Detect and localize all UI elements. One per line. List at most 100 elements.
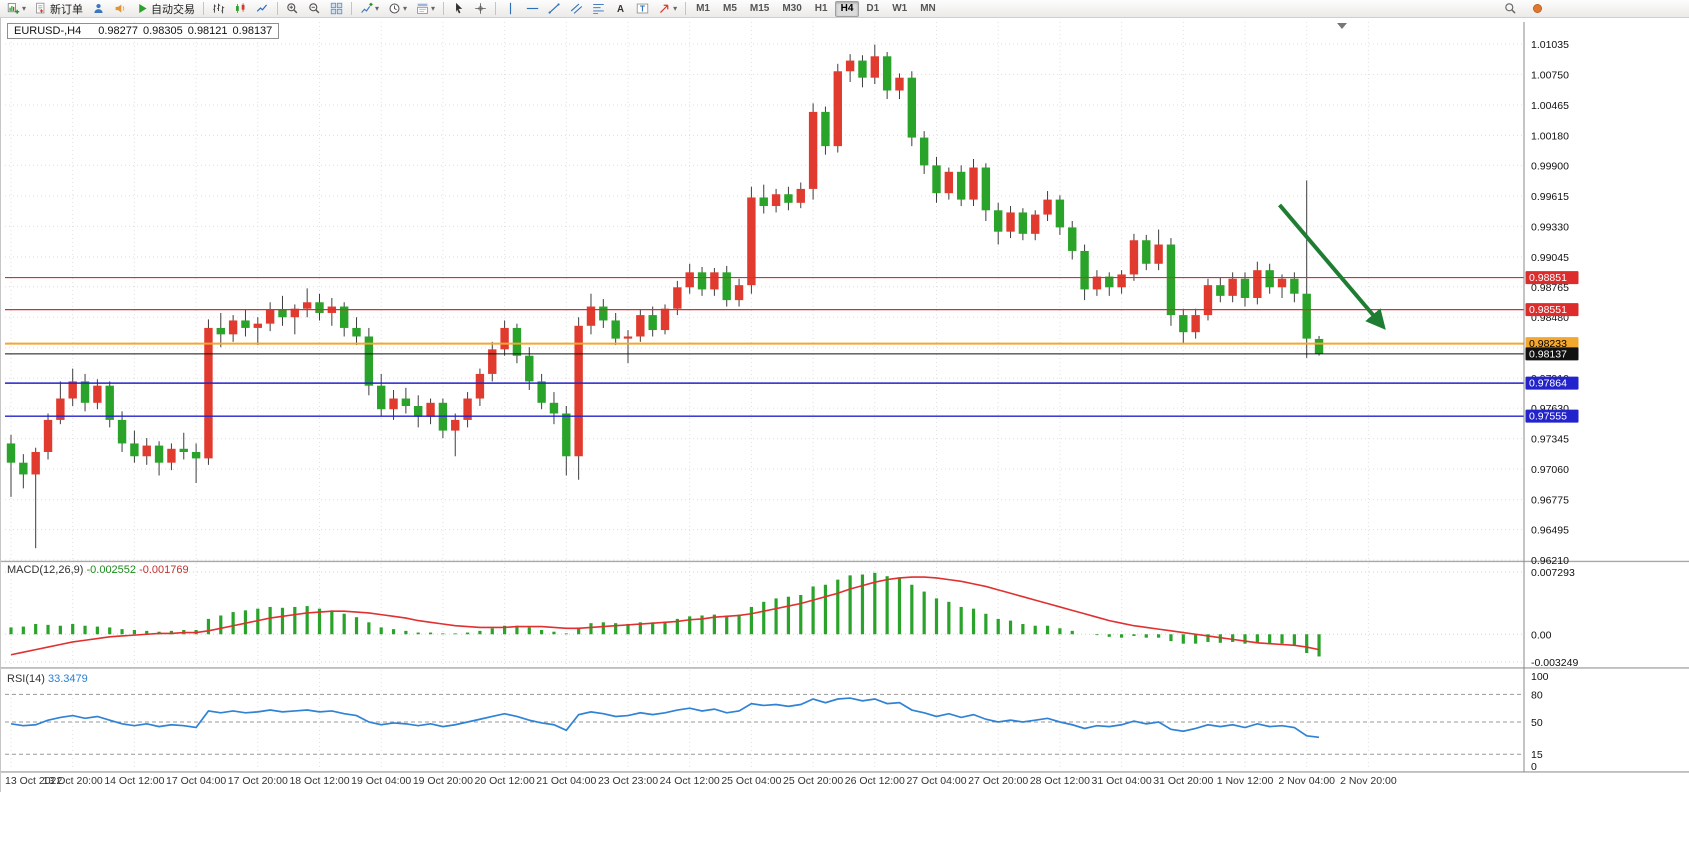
new-order-icon <box>35 2 48 15</box>
zoom-in-icon <box>286 2 299 15</box>
toolbar-separator <box>443 2 445 15</box>
svg-text:26 Oct 12:00: 26 Oct 12:00 <box>845 775 905 787</box>
hline-icon <box>526 2 539 15</box>
svg-text:18 Oct 12:00: 18 Oct 12:00 <box>289 775 349 787</box>
svg-text:0.98765: 0.98765 <box>1531 282 1569 294</box>
text-label-icon: T <box>636 2 649 15</box>
svg-text:0.00: 0.00 <box>1531 629 1552 641</box>
support-resistance-lines[interactable] <box>5 276 1524 417</box>
timeframe-d1-button[interactable]: D1 <box>866 2 880 14</box>
macd-main-value: -0.002552 <box>86 564 137 576</box>
svg-text:0.007293: 0.007293 <box>1531 567 1575 579</box>
candle-chart-button[interactable] <box>230 0 251 18</box>
svg-text:27 Oct 04:00: 27 Oct 04:00 <box>906 775 966 787</box>
svg-text:2 Nov 04:00: 2 Nov 04:00 <box>1278 775 1335 787</box>
horizontal-line-button[interactable] <box>522 0 543 18</box>
price-tag-0.98851: 0.98851 <box>1525 271 1579 285</box>
timeframe-mn-button[interactable]: MN <box>920 2 936 14</box>
svg-text:1.00180: 1.00180 <box>1531 130 1569 142</box>
svg-text:25 Oct 20:00: 25 Oct 20:00 <box>783 775 843 787</box>
svg-text:24 Oct 12:00: 24 Oct 12:00 <box>660 775 720 787</box>
top-toolbar: ▾ 新订单 自动交易 ▾ ▾ ▾ A T ▾ M1 M5 M15 M30 H1 H4 D1 W1 MN <box>0 0 1689 18</box>
timeframe-m30-button[interactable]: M30 <box>782 2 802 14</box>
svg-text:80: 80 <box>1531 689 1543 701</box>
symbol-period-label: EURUSD-,H4 <box>14 25 82 37</box>
text-a-icon: A <box>614 2 627 15</box>
svg-text:14 Oct 12:00: 14 Oct 12:00 <box>104 775 164 787</box>
line-chart-button[interactable] <box>252 0 273 18</box>
timeframe-h4-button[interactable]: H4 <box>834 0 860 17</box>
price-scale[interactable]: 1.01035 1.00750 1.00465 1.00180 0.99900 0.996… <box>1525 39 1579 773</box>
rsi-indicator <box>5 693 1524 755</box>
svg-text:27 Oct 20:00: 27 Oct 20:00 <box>968 775 1028 787</box>
svg-text:0.97345: 0.97345 <box>1531 434 1569 446</box>
timeframe-m5-button[interactable]: M5 <box>722 2 737 14</box>
new-chart-button[interactable]: ▾ <box>3 0 30 18</box>
profile-icon <box>92 2 105 15</box>
crosshair-button[interactable] <box>470 0 491 18</box>
zoom-in-button[interactable] <box>282 0 303 18</box>
new-chart-icon <box>7 2 20 15</box>
search-button[interactable] <box>1500 0 1521 18</box>
svg-text:1.00750: 1.00750 <box>1531 69 1569 81</box>
new-order-button[interactable]: 新订单 <box>31 0 87 18</box>
pane-separators[interactable] <box>1 22 1689 774</box>
ohlc-low: 0.98121 <box>187 25 228 37</box>
sound-alerts-button[interactable] <box>110 0 131 18</box>
timeframe-m15-button[interactable]: M15 <box>749 2 770 14</box>
search-icon <box>1504 2 1517 15</box>
chart-shift-marker[interactable] <box>1337 23 1347 29</box>
candles-icon <box>234 2 247 15</box>
toolbar-separator <box>685 2 687 15</box>
rsi-label: RSI(14) 33.3479 <box>7 673 88 685</box>
tile-windows-button[interactable] <box>326 0 347 18</box>
periods-button[interactable]: ▾ <box>384 0 411 18</box>
timeframe-h1-button[interactable]: H1 <box>814 2 828 14</box>
profile-button[interactable] <box>88 0 109 18</box>
macd-indicator <box>5 571 1524 663</box>
text-label-button[interactable]: T <box>632 0 653 18</box>
arrows-icon <box>658 2 671 15</box>
timeframe-w1-button[interactable]: W1 <box>892 2 908 14</box>
caret-down-icon: ▾ <box>22 3 27 13</box>
indicators-button[interactable]: ▾ <box>356 0 383 18</box>
svg-text:0.99615: 0.99615 <box>1531 191 1569 203</box>
ohlc-close: 0.98137 <box>232 25 273 37</box>
template-icon <box>416 2 429 15</box>
trendline-button[interactable] <box>544 0 565 18</box>
trend-arrow[interactable] <box>1278 203 1386 330</box>
chart-window: 1.01035 1.00750 1.00465 1.00180 0.99900 0.996… <box>0 18 1689 792</box>
caret-down-icon: ▾ <box>431 3 436 13</box>
svg-text:25 Oct 04:00: 25 Oct 04:00 <box>721 775 781 787</box>
templates-button[interactable]: ▾ <box>412 0 439 18</box>
svg-text:-0.003249: -0.003249 <box>1531 657 1578 669</box>
caret-down-icon: ▾ <box>403 3 408 13</box>
caret-down-icon: ▾ <box>375 3 380 13</box>
chart-grid <box>5 22 1524 770</box>
rsi-value: 33.3479 <box>47 673 88 685</box>
cursor-button[interactable] <box>448 0 469 18</box>
chart-canvas[interactable]: 1.01035 1.00750 1.00465 1.00180 0.99900 0.996… <box>1 18 1689 792</box>
arrows-button[interactable]: ▾ <box>654 0 681 18</box>
svg-text:50: 50 <box>1531 717 1543 729</box>
zoom-out-button[interactable] <box>304 0 325 18</box>
svg-text:0.97060: 0.97060 <box>1531 464 1569 476</box>
channel-button[interactable] <box>566 0 587 18</box>
sound-icon <box>114 2 127 15</box>
fibonacci-button[interactable] <box>588 0 609 18</box>
text-button[interactable]: A <box>610 0 631 18</box>
trendline-icon <box>548 2 561 15</box>
svg-text:T: T <box>640 4 645 13</box>
svg-text:0.96775: 0.96775 <box>1531 495 1569 507</box>
svg-text:19 Oct 20:00: 19 Oct 20:00 <box>413 775 473 787</box>
vertical-line-button[interactable] <box>500 0 521 18</box>
timeframe-m1-button[interactable]: M1 <box>696 2 710 14</box>
price-tag-0.98233: 0.98233 <box>1525 337 1579 351</box>
notification-badge[interactable] <box>1527 0 1548 18</box>
svg-text:0.97555: 0.97555 <box>1529 411 1567 423</box>
macd-signal-value: -0.001769 <box>139 564 189 576</box>
autotrade-button[interactable]: 自动交易 <box>132 0 199 18</box>
bar-chart-button[interactable] <box>208 0 229 18</box>
ohlc-open: 0.98277 <box>98 25 138 37</box>
